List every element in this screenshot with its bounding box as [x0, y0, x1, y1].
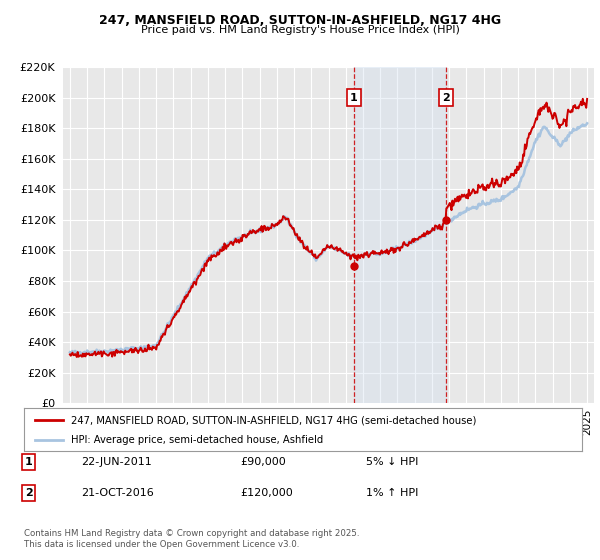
Text: £90,000: £90,000	[240, 457, 286, 467]
Text: 5% ↓ HPI: 5% ↓ HPI	[366, 457, 418, 467]
Text: Contains HM Land Registry data © Crown copyright and database right 2025.
This d: Contains HM Land Registry data © Crown c…	[24, 529, 359, 549]
Text: £120,000: £120,000	[240, 488, 293, 498]
Bar	[354, 67, 446, 403]
Text: 22-JUN-2011: 22-JUN-2011	[81, 457, 152, 467]
Text: 2: 2	[442, 93, 450, 102]
Text: 247, MANSFIELD ROAD, SUTTON-IN-ASHFIELD, NG17 4HG (semi-detached house): 247, MANSFIELD ROAD, SUTTON-IN-ASHFIELD,…	[71, 415, 477, 425]
Text: 1: 1	[350, 93, 358, 102]
Text: 1% ↑ HPI: 1% ↑ HPI	[366, 488, 418, 498]
Text: Price paid vs. HM Land Registry's House Price Index (HPI): Price paid vs. HM Land Registry's House …	[140, 25, 460, 35]
Text: HPI: Average price, semi-detached house, Ashfield: HPI: Average price, semi-detached house,…	[71, 435, 323, 445]
Text: 21-OCT-2016: 21-OCT-2016	[81, 488, 154, 498]
Text: 1: 1	[25, 457, 32, 467]
Text: 2: 2	[25, 488, 32, 498]
Text: 247, MANSFIELD ROAD, SUTTON-IN-ASHFIELD, NG17 4HG: 247, MANSFIELD ROAD, SUTTON-IN-ASHFIELD,…	[99, 14, 501, 27]
